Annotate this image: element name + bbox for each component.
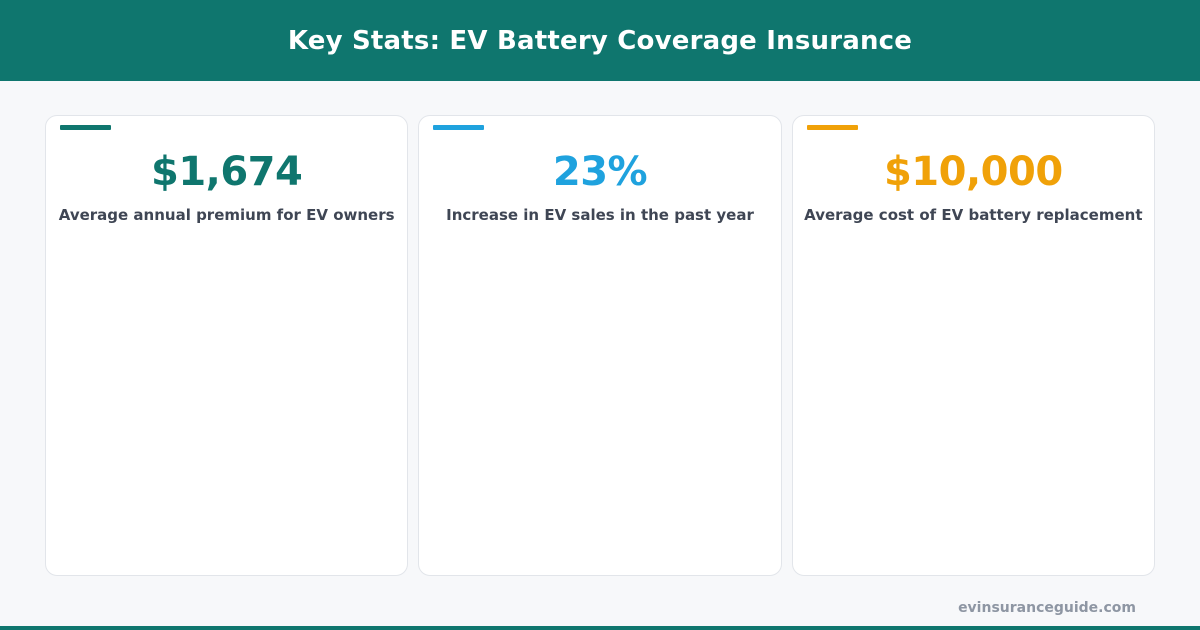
footer-domain: evinsuranceguide.com [958,600,1136,616]
stats-cards: $1,674 Average annual premium for EV own… [45,115,1155,576]
stat-label: Increase in EV sales in the past year [446,206,754,224]
stat-label: Average annual premium for EV owners [58,206,395,224]
stat-value: $10,000 [883,149,1063,195]
accent-bar [433,125,485,130]
accent-bar [60,125,111,130]
stat-card-premium: $1,674 Average annual premium for EV own… [45,115,409,576]
accent-bar [806,125,858,130]
bottom-bar [0,626,1200,630]
page-title: Key Stats: EV Battery Coverage Insurance [287,25,913,56]
stat-value: $1,674 [150,149,303,195]
stat-card-replacement: $10,000 Average cost of EV battery repla… [791,115,1155,576]
header-banner: Key Stats: EV Battery Coverage Insurance [0,0,1200,81]
stat-value: 23% [552,149,648,195]
stat-card-sales: 23% Increase in EV sales in the past yea… [418,115,782,576]
stat-label: Average cost of EV battery replacement [804,206,1143,224]
